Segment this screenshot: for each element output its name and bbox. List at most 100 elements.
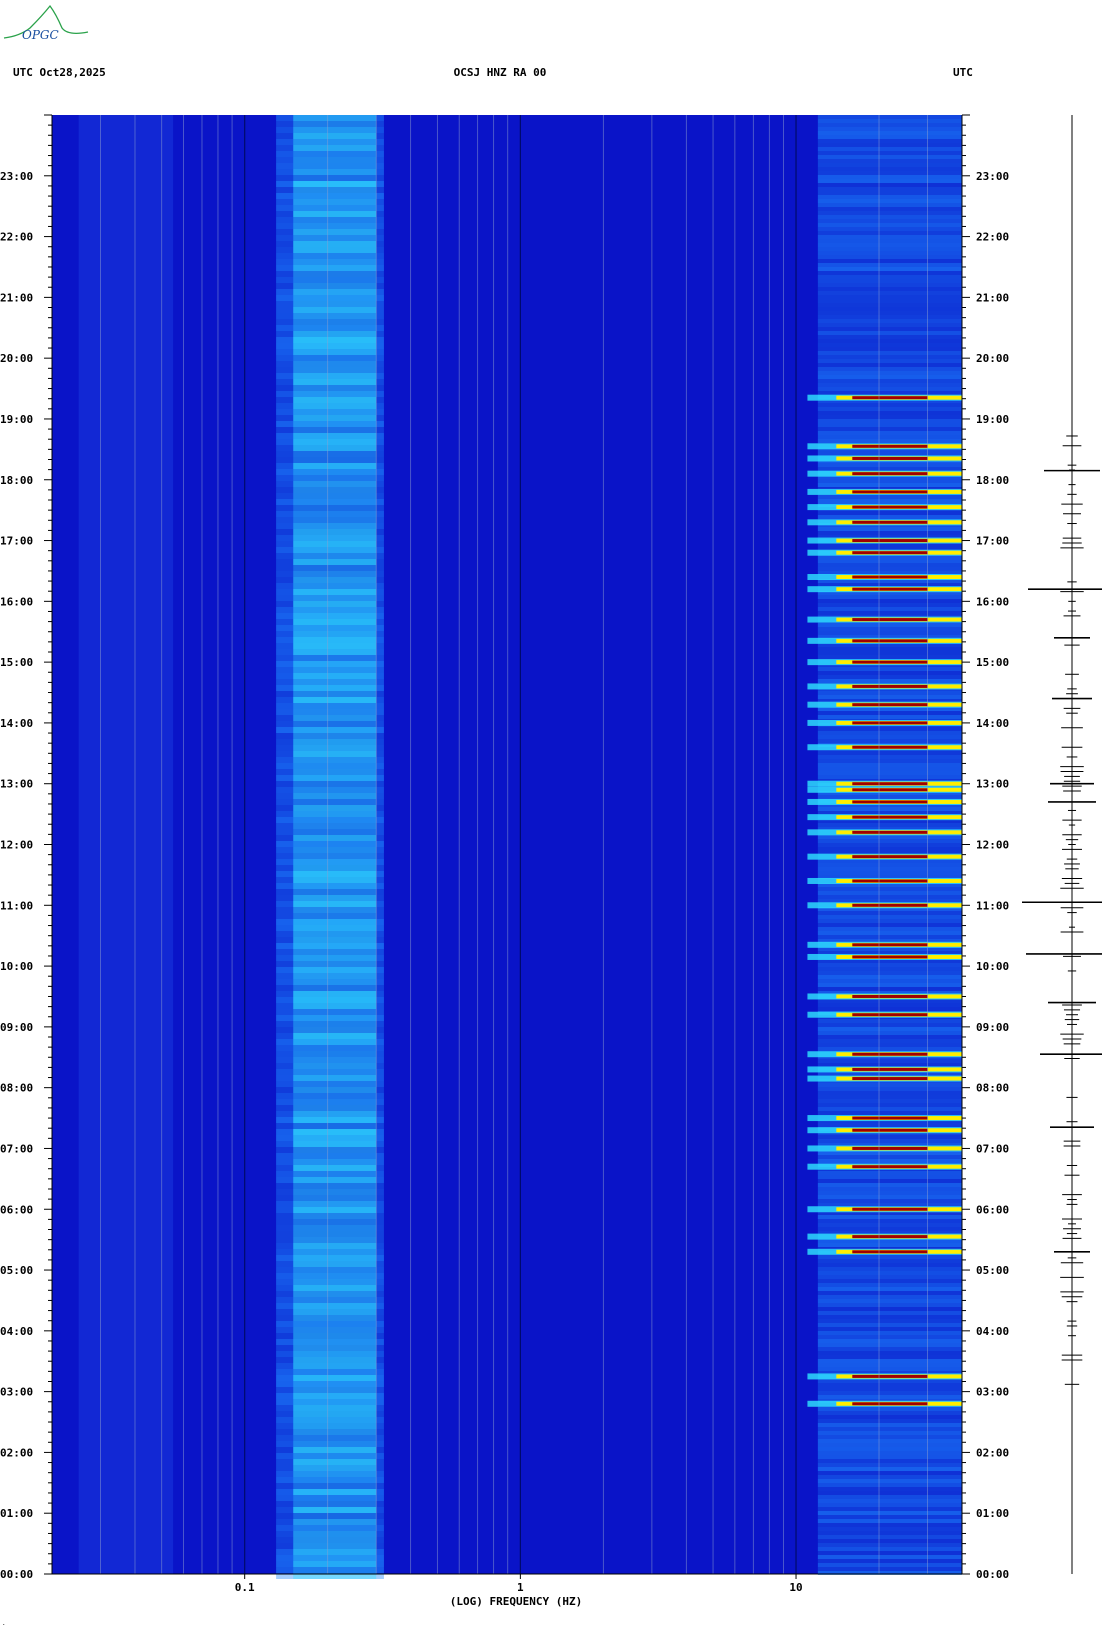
hf-noise-cell — [817, 1151, 962, 1155]
microseism-core-cell — [293, 1075, 377, 1081]
event-peak — [852, 444, 928, 448]
microseism-core-cell — [293, 895, 377, 901]
hf-noise-cell — [817, 1307, 962, 1311]
hf-noise-cell — [817, 1531, 962, 1535]
hf-noise-cell — [817, 679, 962, 683]
microseism-cell — [276, 259, 384, 265]
hf-noise-cell — [817, 1019, 962, 1023]
hf-noise-cell — [817, 1467, 962, 1471]
hf-noise-cell — [817, 1507, 962, 1511]
hf-noise-cell — [817, 795, 962, 799]
hf-noise-cell — [817, 1487, 962, 1491]
hf-noise-cell — [817, 1095, 962, 1099]
hf-noise-cell — [817, 475, 962, 479]
microseism-core-cell — [293, 175, 377, 181]
hf-noise-cell — [817, 1407, 962, 1411]
microseism-core-cell — [293, 685, 377, 691]
hf-noise-cell — [817, 1035, 962, 1039]
hf-noise-cell — [817, 595, 962, 599]
hf-noise-cell — [817, 1511, 962, 1515]
hf-noise-cell — [817, 127, 962, 131]
microseism-core-cell — [293, 883, 377, 889]
microseism-cell — [276, 1183, 384, 1189]
microseism-cell — [276, 1333, 384, 1339]
microseism-core-cell — [293, 745, 377, 751]
hf-noise-cell — [817, 375, 962, 379]
hf-noise-cell — [817, 439, 962, 443]
microseism-core-cell — [293, 445, 377, 451]
hf-noise-cell — [817, 1471, 962, 1475]
microseism-core-cell — [293, 631, 377, 637]
hf-noise-cell — [817, 1499, 962, 1503]
microseism-core-cell — [293, 223, 377, 229]
microseism-core-cell — [293, 1141, 377, 1147]
hf-noise-cell — [817, 299, 962, 303]
microseism-cell — [276, 859, 384, 865]
microseism-core-cell — [293, 193, 377, 199]
y-tick-label-right: 12:00 — [976, 839, 1009, 852]
microseism-core-cell — [293, 1537, 377, 1543]
microseism-cell — [276, 187, 384, 193]
microseism-core-cell — [293, 961, 377, 967]
hf-noise-cell — [817, 1059, 962, 1063]
hf-noise-cell — [817, 1275, 962, 1279]
microseism-core-cell — [293, 787, 377, 793]
hf-noise-cell — [817, 807, 962, 811]
hf-noise-cell — [817, 223, 962, 227]
hf-noise-cell — [817, 1047, 962, 1051]
microseism-core-cell — [293, 391, 377, 397]
microseism-cell — [276, 1159, 384, 1165]
hf-noise-cell — [817, 1031, 962, 1035]
y-tick-label-left: 15:00 — [0, 656, 33, 669]
microseism-cell — [276, 451, 384, 457]
hf-noise-cell — [817, 1451, 962, 1455]
microseism-core-cell — [293, 667, 377, 673]
microseism-core-cell — [293, 607, 377, 613]
microseism-cell — [276, 277, 384, 283]
hf-noise-cell — [817, 1071, 962, 1075]
microseism-cell — [276, 667, 384, 673]
hf-noise-cell — [817, 887, 962, 891]
hf-noise-cell — [817, 1199, 962, 1203]
hf-noise-cell — [817, 1279, 962, 1283]
hf-noise-cell — [817, 1331, 962, 1335]
hf-noise-cell — [817, 1379, 962, 1383]
microseism-core-cell — [293, 1573, 377, 1579]
microseism-cell — [276, 427, 384, 433]
y-tick-label-right: 02:00 — [976, 1446, 1009, 1459]
microseism-cell — [276, 595, 384, 601]
hf-noise-cell — [817, 631, 962, 635]
microseism-cell — [276, 487, 384, 493]
hf-noise-cell — [817, 323, 962, 327]
hf-noise-cell — [817, 915, 962, 919]
hf-noise-cell — [817, 1215, 962, 1219]
microseism-core-cell — [293, 589, 377, 595]
hf-noise-cell — [817, 863, 962, 867]
microseism-core-cell — [293, 1495, 377, 1501]
hf-noise-cell — [817, 131, 962, 135]
microseism-cell — [276, 1027, 384, 1033]
microseism-core-cell — [293, 1513, 377, 1519]
microseism-core-cell — [293, 1189, 377, 1195]
microseism-core-cell — [293, 751, 377, 757]
microseism-cell — [276, 1381, 384, 1387]
hf-noise-cell — [817, 835, 962, 839]
hf-noise-cell — [817, 675, 962, 679]
header-station: OCSJ HNZ RA 00 — [453, 66, 547, 79]
hf-noise-cell — [817, 279, 962, 283]
microseism-cell — [276, 421, 384, 427]
microseism-cell — [276, 1057, 384, 1063]
microseism-core-cell — [293, 595, 377, 601]
hf-noise-cell — [817, 695, 962, 699]
microseism-core-cell — [293, 1063, 377, 1069]
microseism-cell — [276, 763, 384, 769]
microseism-core-cell — [293, 649, 377, 655]
hf-noise-cell — [817, 1003, 962, 1007]
microseism-core-cell — [293, 853, 377, 859]
hf-noise-cell — [817, 959, 962, 963]
microseism-core-cell — [293, 1489, 377, 1495]
y-tick-label-right: 17:00 — [976, 535, 1009, 548]
microseism-core-cell — [293, 181, 377, 187]
microseism-core-cell — [293, 859, 377, 865]
microseism-core-cell — [293, 1051, 377, 1057]
